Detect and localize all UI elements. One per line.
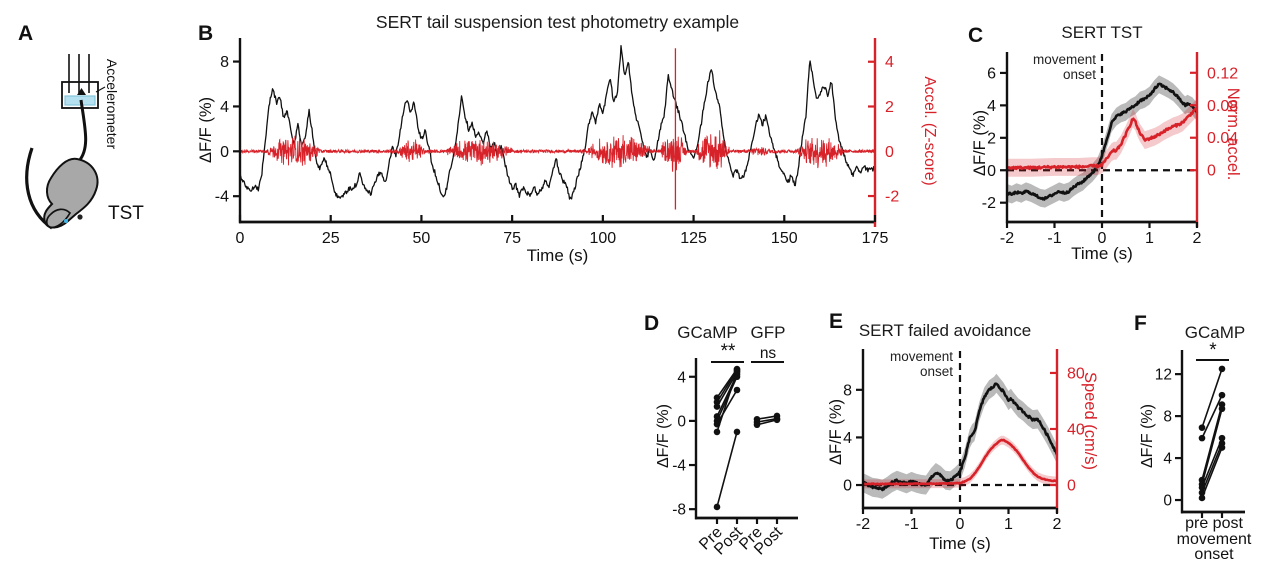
- svg-text:4: 4: [843, 430, 852, 447]
- panel-f-plot: 12 8 4 0: [1155, 350, 1245, 518]
- svg-text:2: 2: [1053, 516, 1062, 533]
- svg-text:0: 0: [1163, 493, 1172, 510]
- svg-text:2: 2: [987, 130, 996, 147]
- svg-text:0: 0: [1207, 163, 1216, 180]
- svg-text:0.04: 0.04: [1207, 130, 1238, 147]
- svg-text:0: 0: [220, 144, 229, 161]
- svg-text:0: 0: [677, 413, 686, 430]
- panel-e-ylabel-right: Speed (cm/s): [1081, 371, 1099, 471]
- svg-text:100: 100: [590, 230, 617, 247]
- panel-c-title: SERT TST: [1061, 23, 1143, 42]
- panel-d-group-gcamp-title: GCaMP: [677, 323, 738, 342]
- panel-c-label: C: [968, 24, 984, 47]
- panel-b-ylabel-right: Accel. (Z-score): [921, 76, 938, 186]
- panel-c-annotation-line2: onset: [1062, 67, 1096, 82]
- svg-text:4: 4: [677, 369, 686, 386]
- panel-f-xlabel-line3: onset: [1194, 546, 1234, 563]
- mouse-tail: [77, 99, 88, 162]
- accelerometer-leader-line: [95, 86, 106, 93]
- svg-text:0.12: 0.12: [1207, 65, 1238, 82]
- panel-d-sig-gfp: ns: [759, 345, 777, 362]
- svg-text:80: 80: [1067, 365, 1085, 382]
- svg-text:0: 0: [236, 230, 245, 247]
- panel-b-xlabel: Time (s): [526, 246, 589, 265]
- svg-text:12: 12: [1155, 367, 1172, 384]
- accelerometer-label: Accelerometer: [104, 58, 120, 150]
- panel-e-xlabel: Time (s): [929, 534, 991, 553]
- svg-text:4: 4: [1163, 451, 1172, 468]
- svg-text:-8: -8: [672, 502, 686, 519]
- panel-e-annotation-line1: movement: [889, 349, 953, 364]
- panel-b-plot: 0 25 50 75 100 125 150 175 8 4 0 -4 4 2 0 -2: [215, 38, 899, 247]
- panel-f-title: GCaMP: [1184, 323, 1246, 342]
- svg-text:-4: -4: [215, 189, 229, 206]
- panel-f-xtick-labels: pre post: [1185, 515, 1243, 532]
- mouse-eye: [77, 214, 83, 220]
- svg-text:-2: -2: [885, 189, 899, 206]
- svg-text:0: 0: [885, 144, 894, 161]
- svg-text:0: 0: [843, 478, 852, 495]
- panel-d-ylabel: ΔF/F (%): [655, 404, 672, 469]
- svg-text:1: 1: [1145, 230, 1154, 247]
- panel-c-ylabel-left: ΔF/F (%): [971, 110, 989, 177]
- panel-c-plot: -2 -1 0 1 2 6 4 2 0 -2 0.12 0.08 0.04 0: [982, 52, 1238, 247]
- svg-text:-1: -1: [1047, 230, 1061, 247]
- panel-f-ylabel: ΔF/F (%): [1139, 404, 1156, 469]
- svg-text:8: 8: [843, 382, 852, 399]
- tail-tip: [77, 88, 86, 95]
- svg-text:40: 40: [1067, 421, 1085, 438]
- tst-label: TST: [108, 203, 144, 224]
- svg-text:0: 0: [956, 516, 965, 533]
- panel-d-label: D: [644, 312, 660, 335]
- svg-text:2: 2: [1193, 230, 1202, 247]
- fiber-implant-dot: [64, 219, 68, 223]
- svg-text:0.08: 0.08: [1207, 98, 1238, 115]
- panel-f-sig: *: [1209, 340, 1217, 361]
- svg-text:125: 125: [680, 230, 707, 247]
- tst-apparatus-diagram: [25, 54, 106, 230]
- svg-text:150: 150: [771, 230, 798, 247]
- svg-text:1: 1: [1004, 516, 1013, 533]
- svg-text:50: 50: [413, 230, 431, 247]
- svg-text:-2: -2: [982, 195, 996, 212]
- panel-e-title: SERT failed avoidance: [858, 321, 1032, 340]
- mouse-head: [45, 208, 72, 229]
- svg-text:0: 0: [1098, 230, 1107, 247]
- panel-b-title: SERT tail suspension test photometry exa…: [375, 12, 740, 32]
- panel-e-ylabel-left: ΔF/F (%): [827, 399, 845, 466]
- svg-text:4: 4: [220, 99, 229, 116]
- panel-c-ylabel-right: Norm. accel.: [1224, 87, 1242, 181]
- svg-text:0: 0: [987, 163, 996, 180]
- svg-text:8: 8: [220, 54, 229, 71]
- panel-b-ylabel-left: ΔF/F (%): [197, 97, 215, 164]
- panel-c-xlabel: Time (s): [1071, 244, 1133, 263]
- svg-text:75: 75: [503, 230, 521, 247]
- svg-text:4: 4: [987, 98, 996, 115]
- svg-text:-4: -4: [672, 458, 686, 475]
- panel-e-label: E: [829, 310, 844, 333]
- svg-text:2: 2: [885, 99, 894, 116]
- svg-text:-1: -1: [904, 516, 918, 533]
- panel-c-annotation-line1: movement: [1032, 52, 1096, 67]
- svg-text:25: 25: [322, 230, 340, 247]
- panel-f-xlabel-line2: movement: [1176, 531, 1252, 548]
- svg-text:-2: -2: [856, 516, 870, 533]
- svg-text:4: 4: [885, 54, 894, 71]
- svg-text:0: 0: [1067, 478, 1076, 495]
- panel-a-label: A: [18, 22, 34, 45]
- panel-b-label: B: [198, 22, 214, 45]
- panel-d-sig-gcamp: **: [720, 341, 736, 362]
- panel-d-group-gfp-title: GFP: [750, 323, 786, 342]
- svg-text:8: 8: [1163, 409, 1172, 426]
- panel-e-annotation-line2: onset: [919, 364, 953, 379]
- panel-f-label: F: [1134, 312, 1147, 335]
- svg-text:6: 6: [987, 65, 996, 82]
- svg-text:175: 175: [862, 230, 889, 247]
- svg-text:-2: -2: [1000, 230, 1014, 247]
